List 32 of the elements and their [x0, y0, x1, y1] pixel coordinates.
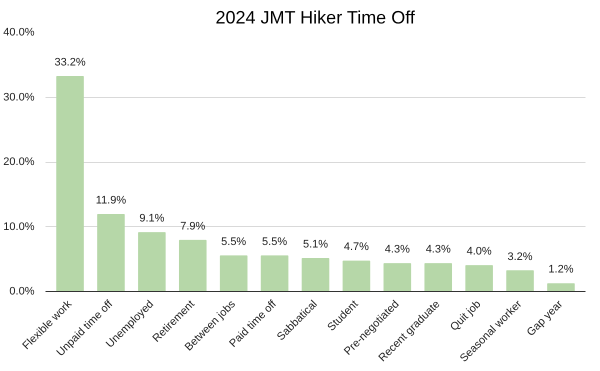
- bar: [506, 270, 534, 292]
- y-tick-label: 30.0%: [3, 91, 35, 104]
- data-label: 4.7%: [344, 241, 370, 254]
- data-label: 3.2%: [508, 250, 533, 263]
- bar: [547, 283, 575, 292]
- bar: [465, 265, 493, 292]
- data-label: 4.0%: [466, 246, 492, 258]
- bar: [97, 214, 125, 292]
- data-label: 7.9%: [180, 220, 206, 232]
- data-label: 1.2%: [548, 264, 574, 276]
- bar: [260, 255, 288, 292]
- bar: [342, 260, 370, 292]
- data-label: 4.3%: [384, 244, 410, 256]
- chart-title: 2024 JMT Hiker Time Off: [215, 8, 416, 28]
- bar: [302, 258, 330, 292]
- bar: [384, 263, 412, 292]
- data-label: 5.5%: [221, 236, 246, 248]
- bar: [424, 263, 452, 292]
- y-tick-label: 20.0%: [3, 156, 35, 168]
- y-tick-label: 40.0%: [3, 26, 35, 38]
- bar: [138, 232, 166, 292]
- bar: [178, 240, 207, 292]
- data-label: 5.1%: [302, 238, 328, 250]
- data-label: 11.9%: [96, 194, 126, 206]
- bar: [56, 76, 84, 292]
- data-label: 4.3%: [426, 244, 451, 256]
- data-label: 9.1%: [139, 212, 165, 225]
- data-label: 5.5%: [262, 236, 288, 248]
- y-tick-label: 10.0%: [3, 220, 35, 233]
- y-tick-label: 0.0%: [9, 286, 35, 298]
- bar: [220, 255, 248, 292]
- data-label: 33.2%: [54, 56, 86, 69]
